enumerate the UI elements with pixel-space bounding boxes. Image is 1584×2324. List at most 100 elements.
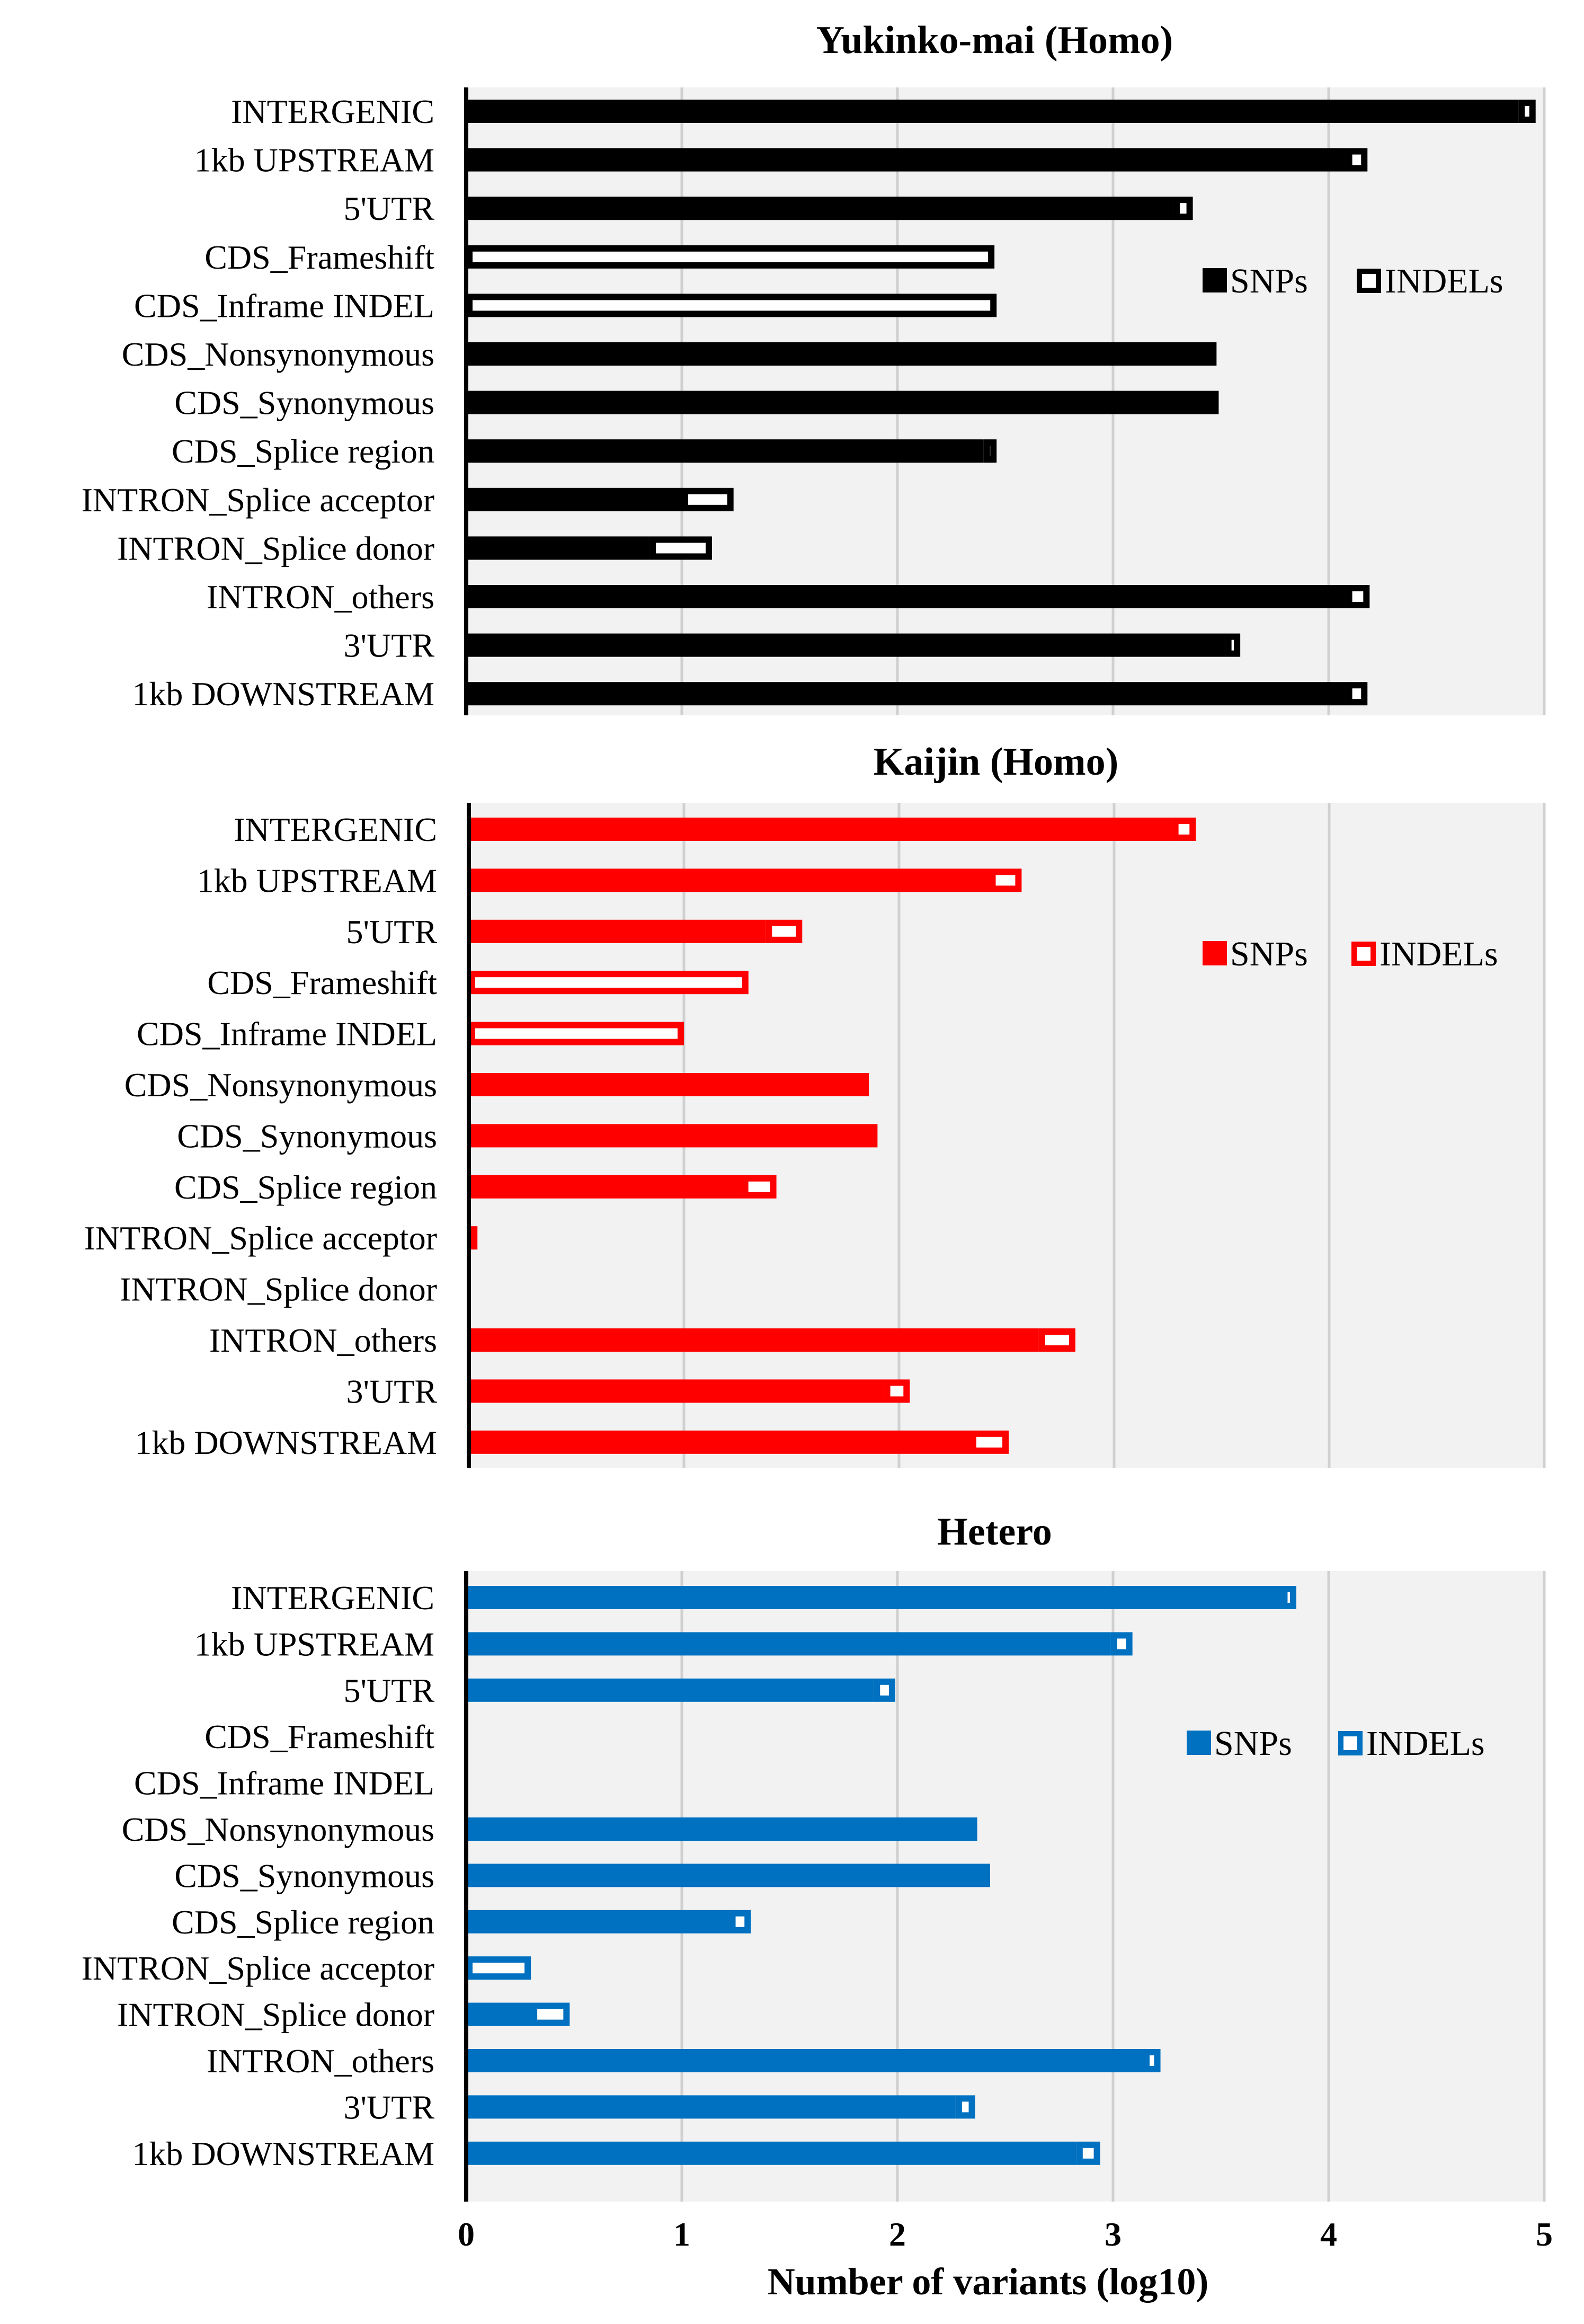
bar-indel (1076, 2141, 1100, 2165)
category-label: CDS_Synonymous (177, 1117, 437, 1155)
bar-snp (466, 1817, 977, 1841)
bar-snp (469, 1175, 742, 1199)
category-label: CDS_Inframe INDEL (134, 1764, 434, 1802)
bar-snp (466, 487, 682, 511)
bar-snp (469, 1073, 869, 1096)
bar-snp (466, 391, 1219, 414)
x-tick-label: 2 (889, 2215, 906, 2253)
chart-title: Yukinko-mai (Homo) (816, 19, 1173, 62)
category-label: INTRON_Splice donor (117, 529, 434, 567)
category-label: CDS_Inframe INDEL (134, 287, 434, 324)
legend-label-snps: SNPs (1230, 935, 1308, 973)
bar-snp (466, 1864, 991, 1887)
bar-indel (766, 919, 803, 943)
bar-indel (955, 2095, 975, 2119)
bar-snp (469, 919, 766, 943)
bar-indel (1518, 100, 1536, 123)
category-label: CDS_Splice region (172, 1903, 434, 1941)
category-label: 1kb UPSTREAM (197, 862, 437, 899)
bar-snp (466, 536, 649, 560)
legend: SNPs INDELs (1203, 262, 1503, 300)
bar-indel (1173, 197, 1193, 220)
bar-snp (466, 2141, 1076, 2165)
category-label: CDS_Nonsynonymous (122, 335, 434, 373)
category-label: 5'UTR (343, 1672, 434, 1709)
category-label: 3'UTR (346, 1372, 437, 1410)
category-label: 1kb DOWNSTREAM (132, 675, 434, 713)
category-label: INTRON_Splice acceptor (82, 1949, 434, 1987)
bar-indel (466, 294, 997, 317)
category-label: CDS_Synonymous (174, 384, 434, 422)
legend-swatch-indels (1357, 269, 1381, 293)
bar-snp (469, 868, 990, 892)
category-label: INTRON_Splice donor (117, 1996, 434, 2034)
legend-label-indels: INDELs (1366, 1724, 1485, 1763)
category-label: 5'UTR (343, 190, 434, 227)
category-label: INTRON_Splice acceptor (84, 1219, 437, 1257)
category-label: CDS_Frameshift (207, 964, 437, 1001)
category-label: CDS_Nonsynonymous (124, 1066, 437, 1104)
category-label: 1kb UPSTREAM (194, 141, 434, 179)
chart-panel-1: Yukinko-mai (Homo) INTERGENIC 1kb UPSTREAM… (82, 19, 1546, 715)
category-label: CDS_Frameshift (204, 238, 434, 276)
category-label: CDS_Splice region (174, 1168, 437, 1206)
bar-indel (682, 487, 734, 511)
chart-title: Hetero (937, 1510, 1052, 1554)
bar-indel (1110, 1632, 1133, 1656)
legend-swatch-indels (1338, 1731, 1363, 1755)
bar-indel (1225, 633, 1241, 657)
legend-label-snps: SNPs (1230, 262, 1308, 300)
bar-indel (1346, 682, 1368, 706)
bar-snp (466, 2095, 956, 2119)
category-label: 3'UTR (343, 2088, 434, 2126)
bar-snp (466, 682, 1346, 706)
x-tick-label: 5 (1536, 2215, 1553, 2253)
bar-snp (466, 197, 1173, 220)
bar-indel (469, 1226, 478, 1250)
legend-label-indels: INDELs (1380, 935, 1498, 973)
bar-indel (466, 1956, 531, 1980)
x-tick-label: 0 (458, 2215, 475, 2253)
category-label: INTERGENIC (231, 1579, 434, 1617)
legend: SNPs INDELs (1187, 1724, 1485, 1763)
legend-swatch-snps (1187, 1731, 1211, 1755)
bar-indel (1346, 585, 1370, 608)
category-label: INTRON_Splice acceptor (82, 481, 434, 519)
category-label: CDS_Inframe INDEL (137, 1015, 437, 1053)
bar-snp (469, 1328, 1039, 1352)
bar-snp (466, 342, 1217, 366)
legend-swatch-indels (1351, 942, 1376, 966)
bar-indel (469, 971, 749, 995)
bar-snp (469, 1430, 970, 1454)
bar-snp (466, 439, 984, 463)
category-label: INTRON_others (207, 578, 434, 616)
legend-swatch-snps (1203, 941, 1227, 965)
legend-label-indels: INDELs (1385, 262, 1503, 300)
bar-snp (466, 1678, 874, 1702)
bar-snp (466, 1910, 729, 1933)
category-label: CDS_Splice region (172, 432, 434, 470)
bar-indel (1281, 1586, 1296, 1609)
category-label: INTRON_Splice donor (120, 1271, 437, 1308)
bar-snp (469, 1124, 878, 1148)
category-label: INTERGENIC (234, 811, 437, 848)
category-label: 1kb UPSTREAM (194, 1625, 434, 1663)
bar-snp (466, 2049, 1143, 2072)
category-label: 1kb DOWNSTREAM (135, 1424, 437, 1461)
bar-snp (469, 1379, 884, 1403)
bar-indel (469, 1022, 684, 1045)
bar-snp (466, 1632, 1111, 1656)
legend: SNPs INDELs (1203, 935, 1498, 973)
bar-indel (1346, 148, 1368, 172)
bar-snp (466, 148, 1346, 172)
chart-panel-2: Kaijin (Homo) INTERGENIC 1kb UPSTREAM 5'UTR… (84, 740, 1546, 1468)
x-tick-label: 1 (673, 2215, 690, 2253)
x-axis-title: Number of variants (log10) (768, 2260, 1209, 2303)
bar-snp (466, 633, 1225, 657)
chart-title: Kaijin (Homo) (874, 740, 1118, 784)
category-label: CDS_Nonsynonymous (122, 1811, 434, 1848)
bar-indel (1172, 818, 1196, 841)
category-label: INTERGENIC (231, 93, 434, 130)
category-label: 5'UTR (346, 913, 437, 951)
